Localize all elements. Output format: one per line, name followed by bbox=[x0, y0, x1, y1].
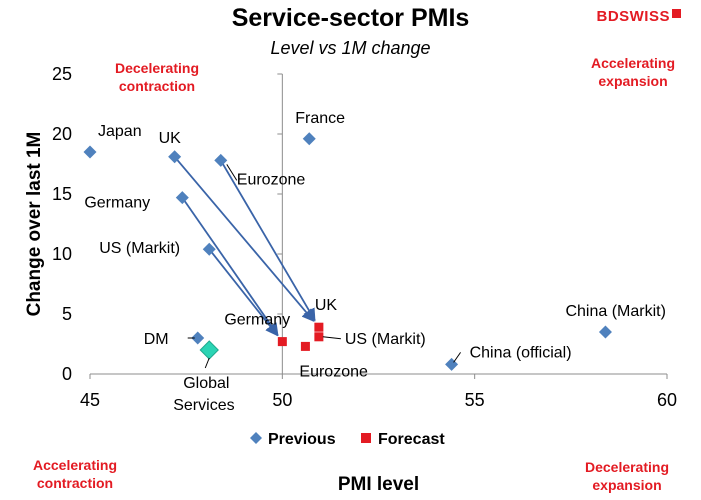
forecast-point bbox=[300, 341, 310, 351]
previous-point bbox=[175, 191, 189, 205]
forecast-point bbox=[314, 322, 324, 332]
data-label: Services bbox=[173, 397, 234, 414]
data-label: Germany bbox=[84, 195, 150, 212]
y-tick-label: 5 bbox=[62, 304, 72, 324]
quadrant-line: expansion bbox=[592, 477, 662, 493]
previous-point bbox=[445, 357, 459, 371]
data-label: China (Markit) bbox=[565, 303, 665, 320]
previous-point bbox=[214, 153, 228, 167]
quadrant-line: Decelerating bbox=[584, 459, 670, 475]
data-label: China (official) bbox=[470, 344, 572, 361]
chart-subtitle: Level vs 1M change bbox=[270, 38, 431, 58]
legend-swatch bbox=[361, 433, 371, 443]
quadrant-line: Accelerating bbox=[590, 55, 676, 71]
global-services-point bbox=[199, 340, 219, 360]
y-tick-label: 25 bbox=[52, 64, 72, 84]
x-tick-label: 45 bbox=[80, 390, 100, 410]
swiss-cross-icon bbox=[672, 9, 681, 18]
x-tick-label: 50 bbox=[272, 390, 292, 410]
y-tick-label: 10 bbox=[52, 244, 72, 264]
previous-point bbox=[302, 132, 316, 146]
change-arrow bbox=[173, 156, 315, 323]
x-tick-label: 55 bbox=[465, 390, 485, 410]
previous-point bbox=[598, 325, 612, 339]
data-label: Germany bbox=[224, 312, 290, 329]
data-label: France bbox=[295, 110, 345, 127]
change-arrow bbox=[220, 159, 316, 322]
data-label: Japan bbox=[98, 123, 142, 140]
data-label: Eurozone bbox=[237, 171, 306, 188]
data-label: UK bbox=[159, 130, 182, 147]
quadrant-line: Accelerating bbox=[32, 457, 118, 473]
x-tick-label: 60 bbox=[657, 390, 677, 410]
x-axis-title: PMI level bbox=[338, 474, 419, 495]
leader-line bbox=[204, 357, 210, 369]
previous-point bbox=[202, 242, 216, 256]
y-axis-title: Change over last 1M bbox=[24, 132, 45, 317]
quadrant-label-bottom-right: Decelerating expansion bbox=[552, 458, 701, 494]
previous-point bbox=[83, 145, 97, 159]
quadrant-label-top-right: Accelerating expansion bbox=[558, 54, 701, 90]
data-label: UK bbox=[315, 297, 338, 314]
y-tick-label: 15 bbox=[52, 184, 72, 204]
forecast-point bbox=[314, 332, 324, 342]
quadrant-label-bottom-left: Accelerating contraction bbox=[0, 456, 150, 492]
legend-label: Previous bbox=[268, 431, 336, 448]
forecast-point bbox=[277, 337, 287, 347]
logo-text: BDSWISS bbox=[596, 8, 670, 25]
data-label: US (Markit) bbox=[99, 240, 180, 257]
quadrant-line: contraction bbox=[36, 475, 114, 491]
leader-line bbox=[226, 164, 238, 181]
leader-line bbox=[453, 352, 461, 363]
change-arrow bbox=[208, 248, 279, 337]
legend-swatch bbox=[250, 432, 262, 444]
quadrant-line: contraction bbox=[118, 78, 196, 94]
previous-point bbox=[168, 150, 182, 164]
data-label: Eurozone bbox=[299, 363, 368, 380]
y-tick-label: 0 bbox=[62, 364, 72, 384]
data-label: Global bbox=[183, 375, 229, 392]
quadrant-label-top-left: Decelerating contraction bbox=[82, 59, 232, 95]
leader-line bbox=[322, 336, 341, 340]
quadrant-line: Decelerating bbox=[114, 60, 200, 76]
previous-point bbox=[191, 331, 205, 345]
quadrant-line: expansion bbox=[598, 73, 668, 89]
chart-title: Service-sector PMIs bbox=[231, 4, 470, 32]
legend-label: Forecast bbox=[378, 431, 445, 448]
brand-logo: BDSWISS bbox=[596, 8, 681, 25]
y-tick-label: 20 bbox=[52, 124, 72, 144]
change-arrow bbox=[181, 197, 279, 337]
data-label: US (Markit) bbox=[345, 331, 426, 348]
data-label: DM bbox=[144, 331, 169, 348]
